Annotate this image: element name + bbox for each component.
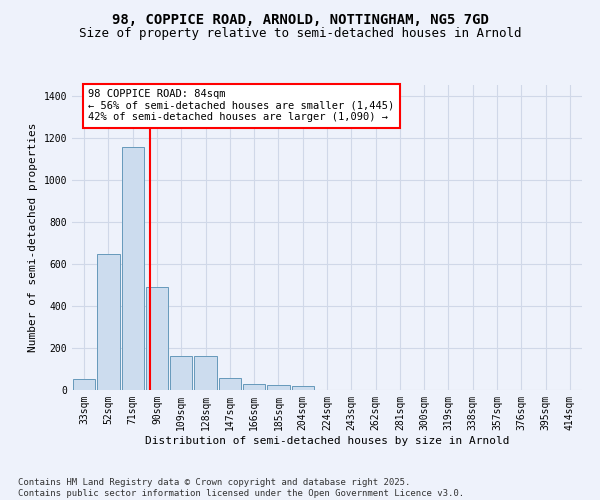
Text: Contains HM Land Registry data © Crown copyright and database right 2025.
Contai: Contains HM Land Registry data © Crown c… [18,478,464,498]
Bar [170,356,193,390]
X-axis label: Distribution of semi-detached houses by size in Arnold: Distribution of semi-detached houses by … [145,436,509,446]
Bar [122,147,144,390]
Bar [267,384,290,390]
Y-axis label: Number of semi-detached properties: Number of semi-detached properties [28,122,38,352]
Bar [97,254,119,390]
Text: Size of property relative to semi-detached houses in Arnold: Size of property relative to semi-detach… [79,28,521,40]
Text: 98 COPPICE ROAD: 84sqm
← 56% of semi-detached houses are smaller (1,445)
42% of : 98 COPPICE ROAD: 84sqm ← 56% of semi-det… [88,89,395,122]
Bar [292,386,314,390]
Text: 98, COPPICE ROAD, ARNOLD, NOTTINGHAM, NG5 7GD: 98, COPPICE ROAD, ARNOLD, NOTTINGHAM, NG… [112,12,488,26]
Bar [194,356,217,390]
Bar [243,384,265,390]
Bar [73,380,95,390]
Bar [146,287,168,390]
Bar [218,378,241,390]
